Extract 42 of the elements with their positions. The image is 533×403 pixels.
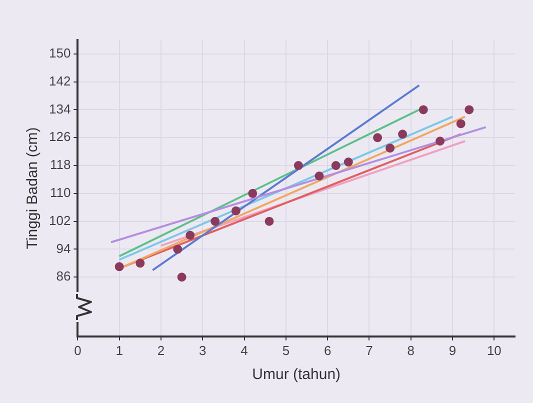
point — [177, 272, 186, 282]
y-tick-label: 150 — [48, 46, 71, 61]
x-tick-label: 4 — [240, 342, 248, 358]
point — [264, 216, 274, 226]
x-tick-label: 2 — [157, 342, 165, 358]
y-tick-label: 142 — [48, 73, 71, 88]
point — [231, 206, 240, 216]
point — [464, 105, 474, 114]
point — [331, 161, 340, 170]
x-tick-label: 5 — [282, 342, 290, 358]
point — [186, 230, 195, 240]
y-tick-label: 118 — [50, 157, 71, 172]
x-tick-label: 1 — [116, 342, 123, 358]
y-tick-label: 86 — [56, 268, 71, 284]
point — [436, 136, 445, 146]
point — [398, 130, 408, 139]
x-axis-title: Umur (tahun) — [252, 366, 341, 384]
y-axis-title: Tinggi Badan (cm) — [24, 127, 42, 250]
y-tick-label: 134 — [48, 101, 71, 116]
point — [210, 216, 220, 226]
x-tick-label: 6 — [324, 342, 332, 358]
x-tick-label: 10 — [486, 342, 502, 358]
x-tick-label: 7 — [366, 342, 373, 358]
y-tick-label: 94 — [56, 240, 71, 256]
x-tick-label: 3 — [199, 342, 206, 358]
point — [344, 158, 353, 167]
x-tick-label: 9 — [448, 342, 456, 358]
point — [373, 133, 382, 142]
point — [114, 262, 124, 272]
y-tick-label: 102 — [48, 212, 71, 228]
y-tick-label: 126 — [48, 129, 71, 144]
point — [314, 171, 324, 180]
point — [173, 244, 182, 254]
point — [294, 161, 303, 170]
x-tick-label: 8 — [407, 342, 414, 358]
point — [418, 105, 428, 114]
y-tick-label: 110 — [50, 185, 71, 200]
point — [248, 188, 258, 198]
point — [456, 119, 466, 128]
point — [386, 144, 395, 153]
x-tick-label: 0 — [74, 342, 82, 358]
point — [136, 258, 145, 268]
